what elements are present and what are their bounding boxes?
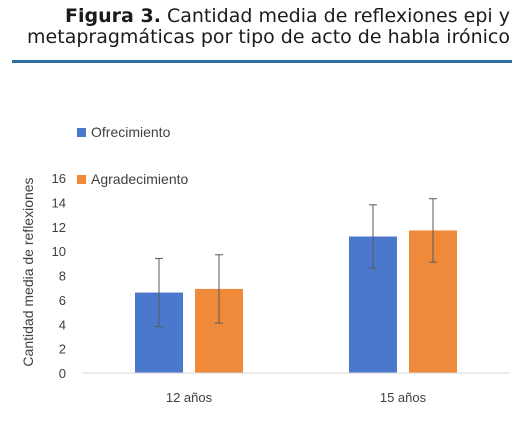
- y-tick-label: 14: [52, 195, 66, 210]
- caption-text-2: metapragmáticas por tipo de acto de habl…: [27, 26, 510, 48]
- legend-label: Ofrecimiento: [91, 124, 171, 140]
- caption-rule: [12, 60, 512, 63]
- y-tick-label: 6: [59, 293, 66, 308]
- error-bar: [155, 257, 163, 328]
- y-tick-label: 2: [59, 342, 66, 357]
- caption-text-1: Cantidad media de reflexiones epi y: [160, 5, 510, 27]
- y-tick-label: 8: [59, 269, 66, 284]
- y-tick-label: 4: [59, 317, 66, 332]
- error-bar: [369, 204, 377, 269]
- y-tick-label: 12: [52, 220, 66, 235]
- error-bar: [429, 198, 437, 263]
- legend: Ofrecimiento Agradecimiento: [77, 124, 188, 187]
- y-axis-label: Cantidad media de reflexiones: [20, 177, 36, 366]
- legend-label: Agradecimiento: [91, 171, 188, 187]
- y-tick-label: 0: [59, 366, 66, 381]
- error-bars: [155, 198, 437, 328]
- error-bar: [215, 254, 223, 324]
- caption-line-1: Figura 3. Cantidad media de reflexiones …: [27, 6, 510, 27]
- x-category-label: 15 años: [380, 390, 427, 405]
- bars: [135, 230, 457, 373]
- y-tick-label: 10: [52, 244, 66, 259]
- legend-swatch: [77, 175, 86, 184]
- y-tick-label: 16: [52, 171, 66, 186]
- y-tick-labels: 0 2 4 6 8 10 12 14 16: [52, 171, 66, 381]
- x-category-labels: 12 años 15 años: [166, 390, 427, 405]
- x-category-label: 12 años: [166, 390, 213, 405]
- legend-swatch: [77, 128, 86, 137]
- figure-caption: Figura 3. Cantidad media de reflexiones …: [27, 6, 510, 48]
- figure-number: Figura 3.: [65, 5, 161, 27]
